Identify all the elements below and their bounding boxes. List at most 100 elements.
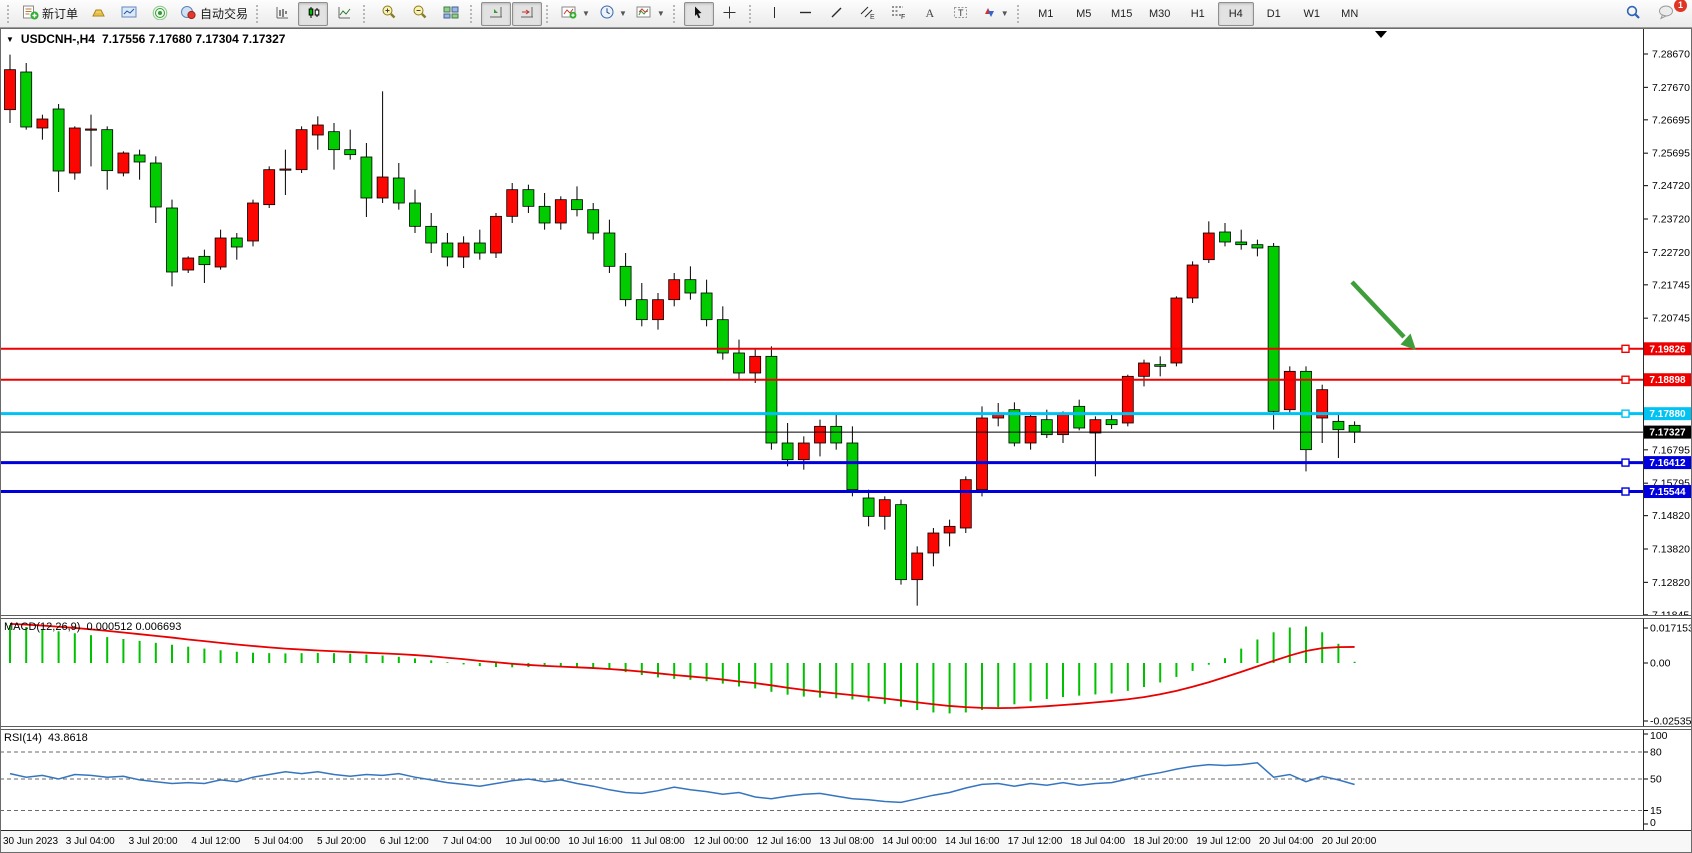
toolbar-gr[interactable] (363, 4, 368, 23)
time-axis-label: 19 Jul 12:00 (1196, 836, 1251, 847)
price-axis[interactable] (1643, 28, 1644, 830)
toolbar-grip[interactable] (672, 4, 678, 23)
text-label-icon: T (953, 5, 969, 23)
line-chart-button[interactable] (329, 2, 359, 26)
chart-shift-button[interactable] (481, 1, 512, 26)
time-axis-label: 3 Jul 04:00 (65, 836, 115, 847)
svg-text:7.23720: 7.23720 (1652, 214, 1690, 226)
svg-text:7.22720: 7.22720 (1652, 247, 1690, 259)
templates-button[interactable]: ▼ (632, 2, 669, 26)
new-order-label: 新订单 (42, 7, 79, 21)
svg-text:-0.025358: -0.025358 (1650, 716, 1692, 727)
toolbar-grip[interactable] (546, 4, 551, 23)
time-axis-label: 7 Jul 04:00 (442, 836, 492, 847)
time-axis-label: 5 Jul 04:00 (254, 836, 304, 847)
chevron-down-icon: ▼ (656, 9, 665, 18)
chevron-down-icon: ▼ (582, 9, 590, 18)
notifications-button[interactable]: 1 (1652, 0, 1687, 26)
macd-name: MACD(12,26,9) (4, 621, 81, 633)
pane-splitter[interactable] (0, 615, 1692, 619)
timeframe-button-M5[interactable]: M5 (1076, 7, 1092, 20)
horizontal-line-button[interactable] (791, 2, 821, 26)
time-axis-label: 4 Jul 12:00 (191, 836, 241, 847)
market-watch-button[interactable] (83, 2, 113, 26)
chevron-down-icon: ▼ (618, 9, 627, 18)
fibonacci-button[interactable]: F (884, 2, 914, 26)
time-axis-label: 5 Jul 20:00 (317, 836, 366, 847)
vertical-line-button[interactable] (760, 2, 790, 26)
timeframe-button-D1[interactable]: D1 (1266, 7, 1281, 20)
svg-text:80: 80 (1650, 747, 1662, 759)
macd-histogram (9, 625, 1356, 714)
macd-pane[interactable]: 0.017153 0.00 -0.025358 (0, 619, 1692, 726)
text-label-button[interactable]: T (946, 2, 976, 26)
charts-button[interactable] (114, 2, 144, 26)
pane-splitter[interactable] (0, 726, 1692, 730)
toolbar-grip[interactable] (256, 4, 261, 23)
new-order-button[interactable]: 新订单 (18, 2, 82, 26)
clock-icon (599, 4, 615, 23)
trendline-button[interactable] (822, 2, 852, 26)
search-button[interactable] (1618, 2, 1648, 26)
zoom-in-button[interactable] (374, 2, 404, 26)
timeframe-button-M1[interactable]: M1 (1038, 7, 1054, 20)
trendline-icon (829, 5, 844, 23)
annotation-arrow[interactable] (1350, 280, 1416, 350)
signals-button[interactable] (145, 2, 175, 26)
timeframe-button-M30[interactable]: M30 (1149, 7, 1171, 20)
cursor-button[interactable] (683, 1, 714, 26)
cursor-arrow-icon (691, 5, 706, 23)
timeframe-button-MN[interactable]: MN (1341, 7, 1359, 20)
crosshair-button[interactable] (715, 2, 745, 26)
bar-chart-button[interactable] (267, 2, 297, 26)
rsi-pane[interactable]: 100 80 50 150 (0, 730, 1692, 830)
tile-windows-button[interactable] (436, 2, 466, 26)
toolbar-grip[interactable] (470, 4, 475, 23)
autotrading-button[interactable]: 自动交易 (176, 2, 252, 26)
time-axis-label: 12 Jul 00:00 (693, 836, 749, 847)
timeframe-button-M15[interactable]: M15 (1111, 7, 1133, 20)
fibonacci-icon: F (890, 4, 907, 23)
time-axis[interactable]: 30 Jun 2023 3 Jul 04:00 3 Jul 20:00 4 Jul 1… (0, 830, 1692, 853)
rsi-line (9, 762, 1355, 804)
svg-text:0: 0 (1650, 817, 1656, 829)
svg-text:15: 15 (1650, 805, 1662, 817)
current-price-box (1644, 425, 1691, 439)
text-button[interactable]: A (915, 2, 945, 26)
svg-text:7.21745: 7.21745 (1652, 279, 1690, 291)
svg-text:7.13820: 7.13820 (1652, 544, 1690, 556)
time-axis-label: 13 Jul 08:00 (819, 836, 874, 847)
periods-button[interactable]: ▼ (595, 2, 631, 26)
timeframe-button-W1[interactable]: W1 (1303, 7, 1320, 20)
svg-text:7.18898: 7.18898 (1649, 375, 1686, 386)
time-axis-label: 11 Jul 08:00 (631, 836, 685, 847)
ohlc-values: 7.17556 7.17680 7.17304 7.17327 (101, 32, 286, 46)
toolbar-grip[interactable] (7, 4, 12, 23)
main-price-pane[interactable]: 7.28670 7.27670 7.26695 7.25695 7.24720 7.237… (0, 28, 1692, 616)
zoom-out-icon (412, 4, 428, 23)
horizontal-level-lines[interactable] (0, 344, 1643, 496)
toolbar-grip[interactable] (1016, 4, 1022, 23)
macd-signal-line (9, 622, 1355, 710)
macd-current-values: 0.000512 0.006693 (86, 621, 182, 633)
time-axis-label: 20 Jul 20:00 (1321, 836, 1377, 847)
zoom-in-icon (381, 4, 397, 23)
tile-windows-icon (443, 5, 460, 23)
arrows-button[interactable]: ▼ (977, 2, 1013, 26)
auto-scroll-button[interactable] (512, 1, 543, 26)
collapse-triangle-icon[interactable]: ▼ (6, 34, 14, 44)
symbol-title: USDCNH-,H4 (20, 32, 95, 46)
timeframe-button-H4[interactable]: H4 (1217, 1, 1254, 26)
main-toolbar: 新订单 自动交易 (0, 0, 1692, 28)
toolbar-grip[interactable] (748, 4, 754, 23)
candlestick-chart-button[interactable] (298, 1, 329, 26)
equidistant-channel-button[interactable]: E (853, 2, 883, 26)
timeframe-button-H1[interactable]: H1 (1190, 7, 1205, 20)
indicators-button[interactable]: ▼ (557, 2, 594, 26)
time-axis-label: 14 Jul 16:00 (945, 836, 1000, 847)
zoom-out-button[interactable] (405, 2, 435, 26)
time-axis-label: 14 Jul 00:00 (882, 836, 937, 847)
svg-text:7.16795: 7.16795 (1652, 444, 1690, 456)
notification-badge: 1 (1674, 0, 1687, 12)
